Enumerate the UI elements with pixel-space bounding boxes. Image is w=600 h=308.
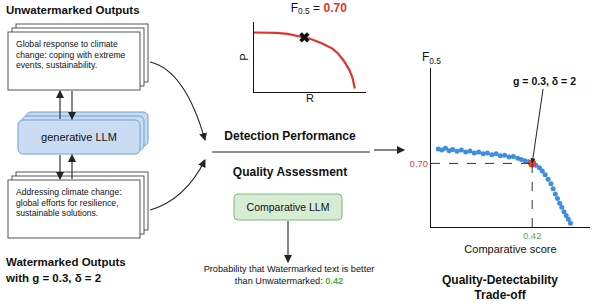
- svg-text:F​0.5​: F​0.5​: [422, 50, 441, 66]
- svg-text:Comparative score: Comparative score: [464, 243, 556, 255]
- svg-text:Quality Assessment: Quality Assessment: [233, 165, 347, 179]
- html-text:Addressing climate change: glo: Addressing climate change: global effort…: [16, 187, 122, 219]
- svg-text:Quality-Detectability: Quality-Detectability: [442, 273, 558, 287]
- svg-text:F​0.5​ = 0.70: F​0.5​ = 0.70: [291, 1, 347, 17]
- svg-text:P: P: [238, 53, 250, 60]
- svg-text:Comparative LLM: Comparative LLM: [247, 201, 330, 213]
- svg-text:Watermarked Outputs: Watermarked Outputs: [6, 256, 126, 268]
- svg-text:Trade-off: Trade-off: [474, 288, 526, 302]
- svg-text:0.70: 0.70: [410, 158, 429, 169]
- html-text:Global response to climate cha: Global response to climate change: copin…: [16, 39, 126, 71]
- svg-text:0.42: 0.42: [523, 230, 542, 241]
- svg-text:Detection Performance: Detection Performance: [224, 129, 356, 143]
- svg-text:Unwatermarked Outputs: Unwatermarked Outputs: [6, 4, 140, 16]
- svg-text:with g = 0.3, δ = 2: with g = 0.3, δ = 2: [5, 272, 101, 284]
- html-text:Probability that Watermarked t: Probability that Watermarked text is bet…: [203, 264, 375, 286]
- svg-text:R: R: [306, 92, 314, 104]
- svg-text:g = 0.3, δ = 2: g = 0.3, δ = 2: [513, 75, 576, 87]
- svg-text:generative LLM: generative LLM: [41, 131, 117, 143]
